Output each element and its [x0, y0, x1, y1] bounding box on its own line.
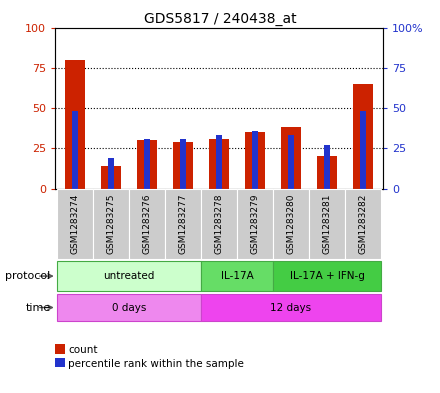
Text: IL-17A + IFN-g: IL-17A + IFN-g	[290, 271, 364, 281]
Bar	[129, 189, 165, 259]
Text: 12 days: 12 days	[271, 303, 312, 312]
Text: 0 days: 0 days	[112, 303, 146, 312]
Text: GDS5817 / 240438_at: GDS5817 / 240438_at	[144, 12, 296, 26]
Bar	[245, 132, 265, 189]
Text: GSM1283278: GSM1283278	[214, 194, 224, 254]
Text: GSM1283276: GSM1283276	[143, 194, 151, 254]
Bar	[201, 261, 273, 291]
Bar	[345, 189, 381, 259]
Bar	[144, 139, 150, 189]
Bar	[108, 158, 114, 189]
Bar	[288, 136, 293, 189]
Bar	[201, 294, 381, 321]
Text: GSM1283280: GSM1283280	[286, 194, 295, 254]
Text: GSM1283274: GSM1283274	[70, 194, 79, 254]
Bar	[165, 189, 201, 259]
Bar	[173, 142, 193, 189]
Bar	[317, 156, 337, 189]
Bar	[137, 140, 157, 189]
Bar	[72, 111, 77, 189]
Bar	[101, 166, 121, 189]
Text: GSM1283279: GSM1283279	[250, 194, 260, 254]
Bar	[93, 189, 129, 259]
Bar	[324, 145, 330, 189]
Text: protocol: protocol	[5, 271, 51, 281]
Text: GSM1283275: GSM1283275	[106, 194, 115, 254]
Bar	[252, 130, 258, 189]
Bar	[273, 261, 381, 291]
Bar	[273, 189, 309, 259]
Bar	[180, 139, 186, 189]
Bar	[209, 139, 229, 189]
Text: GSM1283281: GSM1283281	[323, 194, 331, 254]
Text: untreated: untreated	[103, 271, 154, 281]
Text: GSM1283282: GSM1283282	[359, 194, 367, 254]
Bar	[281, 127, 301, 189]
Bar	[57, 189, 93, 259]
Bar	[201, 189, 237, 259]
Text: GSM1283277: GSM1283277	[178, 194, 187, 254]
Bar	[237, 189, 273, 259]
Bar	[57, 294, 201, 321]
Bar	[360, 111, 366, 189]
Text: IL-17A: IL-17A	[220, 271, 253, 281]
Bar	[57, 261, 201, 291]
Bar	[309, 189, 345, 259]
Bar	[216, 136, 222, 189]
Text: percentile rank within the sample: percentile rank within the sample	[68, 358, 244, 369]
Bar	[353, 84, 373, 189]
Bar	[65, 60, 85, 189]
Text: time: time	[26, 303, 51, 312]
Text: count: count	[68, 345, 98, 355]
